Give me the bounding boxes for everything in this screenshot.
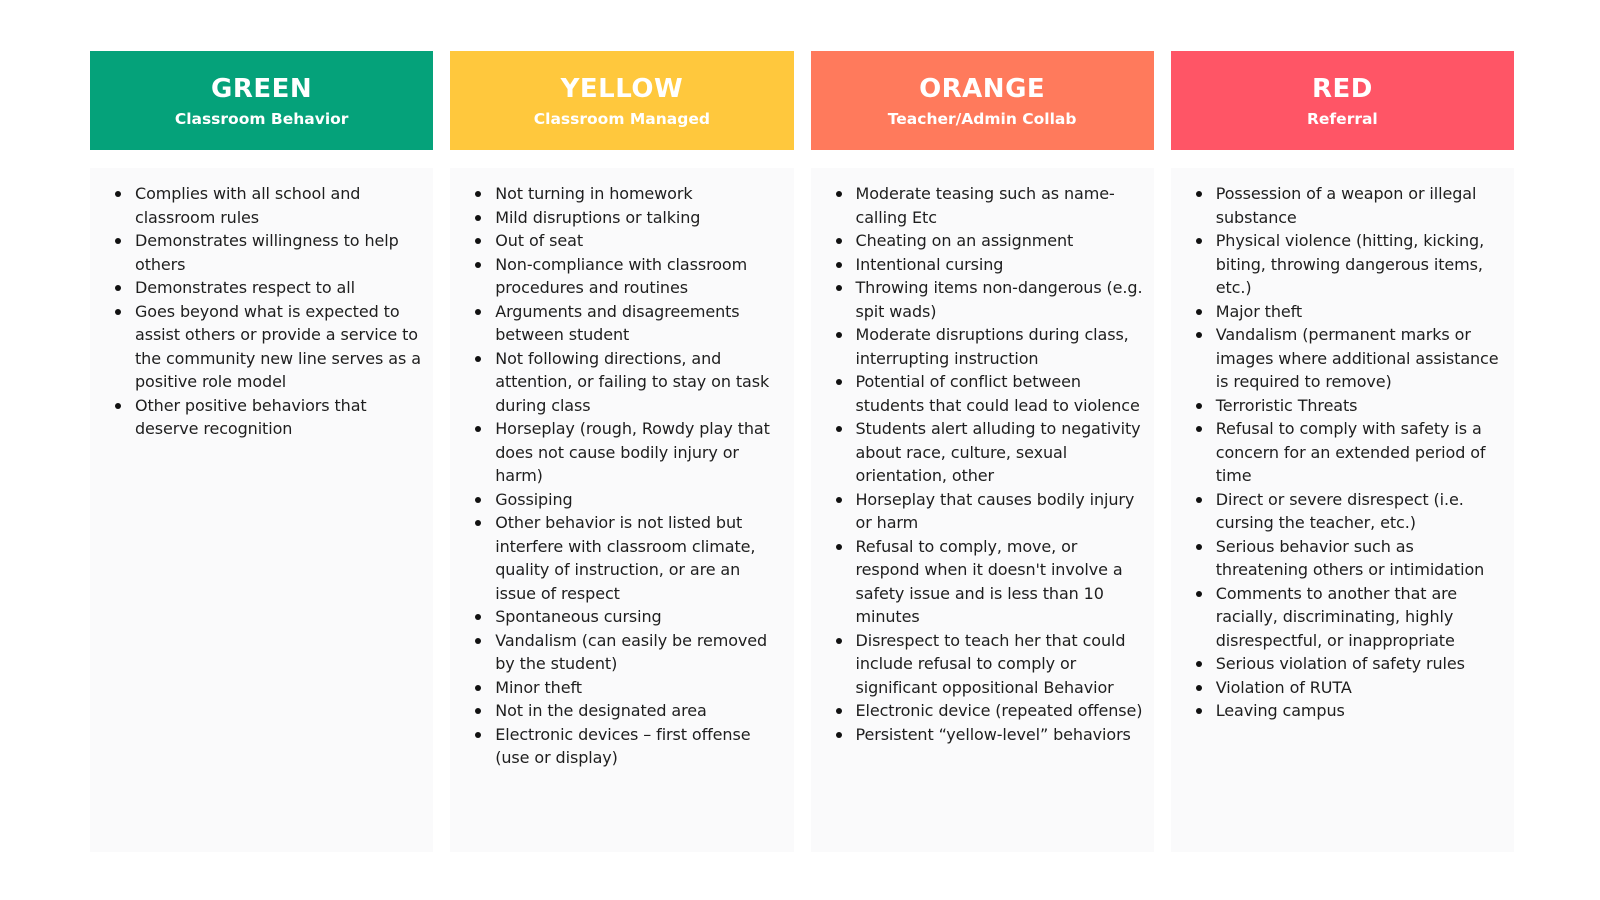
behavior-item: Serious violation of safety rules [1195,652,1504,676]
column-body: Complies with all school and classroom r… [90,168,434,852]
behavior-item: Out of seat [474,229,783,253]
behavior-item: Physical violence (hitting, kicking, bit… [1195,229,1504,300]
column-subtitle: Teacher/Admin Collab [887,109,1077,128]
behavior-item: Potential of conflict between students t… [835,370,1144,417]
behavior-item: Horseplay that causes bodily injury or h… [835,488,1144,535]
column-title: GREEN [211,73,313,104]
column-subtitle: Classroom Behavior [174,109,349,128]
behavior-item: Refusal to comply, move, or respond when… [835,535,1144,629]
behavior-item: Demonstrates respect to all [114,276,423,300]
behavior-item: Not turning in homework [474,182,783,206]
behavior-item: Not following directions, and attention,… [474,347,783,418]
behavior-item: Goes beyond what is expected to assist o… [114,300,423,394]
behavior-item: Direct or severe disrespect (i.e. cursin… [1195,488,1504,535]
behavior-item: Other behavior is not listed but interfe… [474,511,783,605]
behavior-item: Moderate teasing such as name-calling Et… [835,182,1144,229]
behavior-item: Disrespect to teach her that could inclu… [835,629,1144,700]
column-green: GREEN Classroom Behavior Complies with a… [90,51,434,852]
behavior-item: Non-compliance with classroom procedures… [474,253,783,300]
behavior-item: Intentional cursing [835,253,1144,277]
column-subtitle: Classroom Managed [533,109,710,128]
column-title: ORANGE [919,73,1046,104]
column-header: GREEN Classroom Behavior [90,51,434,150]
column-title: YELLOW [560,73,684,104]
column-body: Not turning in homework Mild disruptions … [450,168,794,852]
behavior-item: Mild disruptions or talking [474,206,783,230]
behavior-item: Throwing items non-dangerous (e.g. spit … [835,276,1144,323]
behavior-item: Electronic devices – first offense (use … [474,723,783,770]
behavior-item: Comments to another that are racially, d… [1195,582,1504,653]
column-header: RED Referral [1170,51,1514,150]
behavior-item: Persistent “yellow-level” behaviors [835,723,1144,747]
behavior-item: Students alert alluding to negativity ab… [835,417,1144,488]
column-body: Moderate teasing such as name-calling Et… [810,168,1154,852]
behavior-list: Possession of a weapon or illegal substa… [1195,182,1504,723]
column-yellow: YELLOW Classroom Managed Not turning in … [450,51,794,852]
behavior-levels-board: GREEN Classroom Behavior Complies with a… [90,51,1514,852]
column-title: RED [1311,73,1373,104]
column-header: YELLOW Classroom Managed [450,51,794,150]
behavior-item: Vandalism (can easily be removed by the … [474,629,783,676]
behavior-item: Arguments and disagreements between stud… [474,300,783,347]
behavior-item: Violation of RUTA [1195,676,1504,700]
behavior-item: Electronic device (repeated offense) [835,699,1144,723]
column-header: ORANGE Teacher/Admin Collab [810,51,1154,150]
column-red: RED Referral Possession of a weapon or i… [1170,51,1514,852]
column-subtitle: Referral [1306,109,1378,128]
column-body: Possession of a weapon or illegal substa… [1170,168,1514,852]
behavior-item: Other positive behaviors that deserve re… [114,394,423,441]
behavior-item: Cheating on an assignment [835,229,1144,253]
behavior-item: Demonstrates willingness to help others [114,229,423,276]
behavior-item: Refusal to comply with safety is a conce… [1195,417,1504,488]
behavior-item: Possession of a weapon or illegal substa… [1195,182,1504,229]
behavior-item: Horseplay (rough, Rowdy play that does n… [474,417,783,488]
behavior-list: Not turning in homework Mild disruptions … [474,182,783,770]
behavior-item: Leaving campus [1195,699,1504,723]
behavior-item: Moderate disruptions during class, inter… [835,323,1144,370]
behavior-item: Terroristic Threats [1195,394,1504,418]
behavior-item: Complies with all school and classroom r… [114,182,423,229]
behavior-item: Not in the designated area [474,699,783,723]
behavior-item: Minor theft [474,676,783,700]
behavior-item: Vandalism (permanent marks or images whe… [1195,323,1504,394]
behavior-list: Moderate teasing such as name-calling Et… [835,182,1144,746]
column-orange: ORANGE Teacher/Admin Collab Moderate tea… [810,51,1154,852]
behavior-item: Serious behavior such as threatening oth… [1195,535,1504,582]
behavior-item: Gossiping [474,488,783,512]
behavior-item: Major theft [1195,300,1504,324]
behavior-item: Spontaneous cursing [474,605,783,629]
behavior-list: Complies with all school and classroom r… [114,182,423,441]
